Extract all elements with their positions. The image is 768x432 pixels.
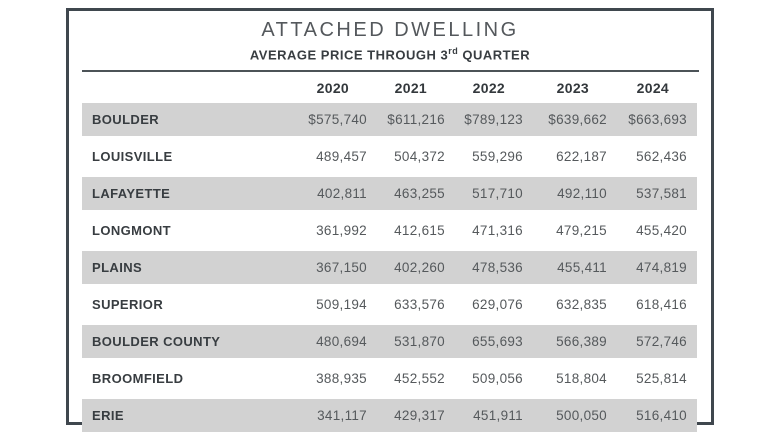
year-header-row: 2020 2021 2022 2023 2024 xyxy=(82,76,697,99)
area-label: LONGMONT xyxy=(92,223,172,239)
area-label: PLAINS xyxy=(82,251,277,285)
price-value: 388,935 xyxy=(316,371,367,387)
price-value: 518,804 xyxy=(556,371,607,387)
subtitle-text-end: QUARTER xyxy=(458,47,531,63)
table-row: BOULDER $575,740 $611,216 $789,123 $639,662 $… xyxy=(82,103,697,137)
price-value: 480,694 xyxy=(277,325,377,359)
area-label: SUPERIOR xyxy=(92,297,164,313)
price-value: 478,536 xyxy=(455,251,533,285)
area-label: BROOMFIELD xyxy=(92,371,184,387)
table-row: LOUISVILLE 489,457 504,372 559,296 622,187 56… xyxy=(82,140,697,173)
year-header-2024: 2024 xyxy=(636,79,669,96)
area-label: BOULDER xyxy=(82,103,277,137)
price-value: 516,410 xyxy=(617,399,697,432)
price-value: $663,693 xyxy=(617,103,697,137)
price-value: 655,693 xyxy=(455,325,533,359)
price-value: 402,260 xyxy=(377,251,455,285)
year-header-2023: 2023 xyxy=(556,79,589,96)
price-value: 509,194 xyxy=(316,297,367,313)
price-value: 492,110 xyxy=(533,177,617,211)
year-header-2021: 2021 xyxy=(394,79,427,96)
year-header-2020: 2020 xyxy=(316,79,349,96)
price-value: 500,050 xyxy=(533,399,617,432)
price-table-body: BOULDER $575,740 $611,216 $789,123 $639,662 $… xyxy=(82,103,697,432)
area-label: BOULDER COUNTY xyxy=(82,325,277,359)
price-value: 504,372 xyxy=(394,149,445,165)
price-value: 622,187 xyxy=(556,149,607,165)
price-value: 474,819 xyxy=(617,251,697,285)
price-value: 361,992 xyxy=(316,223,367,239)
price-value: 633,576 xyxy=(394,297,445,313)
price-table: 2020 2021 2022 2023 2024 BOULDER $575,740… xyxy=(82,72,697,432)
price-value: 559,296 xyxy=(472,149,523,165)
area-label: ERIE xyxy=(82,399,277,432)
price-value: 429,317 xyxy=(377,399,455,432)
table-row: BROOMFIELD 388,935 452,552 509,056 518,804 52… xyxy=(82,362,697,395)
year-header-2022: 2022 xyxy=(472,79,505,96)
table-row: LAFAYETTE 402,811 463,255 517,710 492,110 537… xyxy=(82,177,697,211)
price-value: 412,615 xyxy=(394,223,445,239)
subtitle-ordinal-suffix: rd xyxy=(448,46,459,56)
price-value: 618,416 xyxy=(636,297,687,313)
price-value: $639,662 xyxy=(533,103,617,137)
report-title: ATTACHED DWELLING xyxy=(261,19,519,41)
price-value: 562,436 xyxy=(636,149,687,165)
price-value: $611,216 xyxy=(377,103,455,137)
price-value: 629,076 xyxy=(472,297,523,313)
area-label: LAFAYETTE xyxy=(82,177,277,211)
price-value: 531,870 xyxy=(377,325,455,359)
price-value: 451,911 xyxy=(455,399,533,432)
table-row: LONGMONT 361,992 412,615 471,316 479,215 455,… xyxy=(82,214,697,247)
price-value: 367,150 xyxy=(277,251,377,285)
price-value: 537,581 xyxy=(617,177,697,211)
table-frame: ATTACHED DWELLING AVERAGE PRICE THROUGH … xyxy=(66,8,714,432)
table-row: ERIE 341,117 429,317 451,911 500,050 516,410 xyxy=(82,399,697,432)
year-header-spacer xyxy=(82,76,277,99)
price-value: 517,710 xyxy=(455,177,533,211)
price-value: 341,117 xyxy=(277,399,377,432)
table-row: SUPERIOR 509,194 633,576 629,076 632,835 618,… xyxy=(82,288,697,321)
price-value: $789,123 xyxy=(455,103,533,137)
subtitle-text: AVERAGE PRICE THROUGH 3 xyxy=(249,47,449,63)
price-value: 471,316 xyxy=(472,223,523,239)
table-row: BOULDER COUNTY 480,694 531,870 655,693 566,3… xyxy=(82,325,697,359)
price-value: 402,811 xyxy=(277,177,377,211)
table-row: PLAINS 367,150 402,260 478,536 455,411 474,81… xyxy=(82,251,697,285)
price-value: 525,814 xyxy=(636,371,687,387)
price-value: 489,457 xyxy=(316,149,367,165)
price-value: 566,389 xyxy=(533,325,617,359)
price-value: 452,552 xyxy=(394,371,445,387)
price-value: 572,746 xyxy=(617,325,697,359)
price-value: 479,215 xyxy=(556,223,607,239)
area-label: LOUISVILLE xyxy=(92,149,173,165)
price-value: 455,420 xyxy=(636,223,687,239)
report-subtitle: AVERAGE PRICE THROUGH 3rd QUARTER xyxy=(69,43,711,63)
price-value: $575,740 xyxy=(277,103,377,137)
price-value: 463,255 xyxy=(377,177,455,211)
price-value: 455,411 xyxy=(533,251,617,285)
header-divider xyxy=(81,70,699,73)
price-value: 632,835 xyxy=(556,297,607,313)
price-value: 509,056 xyxy=(472,371,523,387)
